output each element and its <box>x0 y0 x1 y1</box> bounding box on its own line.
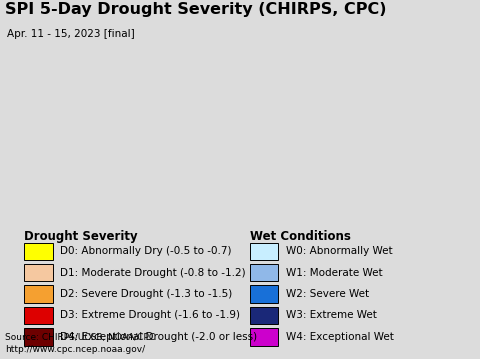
Text: Source: CHIRPS/UCSB, NOAA/CPC
http://www.cpc.ncep.noaa.gov/: Source: CHIRPS/UCSB, NOAA/CPC http://www… <box>5 334 155 354</box>
Text: W1: Moderate Wet: W1: Moderate Wet <box>286 267 382 278</box>
Text: D1: Moderate Drought (-0.8 to -1.2): D1: Moderate Drought (-0.8 to -1.2) <box>60 267 246 278</box>
Bar <box>24 243 53 260</box>
Bar <box>250 328 278 345</box>
Text: W3: Extreme Wet: W3: Extreme Wet <box>286 311 376 321</box>
Text: D2: Severe Drought (-1.3 to -1.5): D2: Severe Drought (-1.3 to -1.5) <box>60 289 232 299</box>
Bar <box>250 264 278 281</box>
Text: Wet Conditions: Wet Conditions <box>250 230 350 243</box>
Text: D3: Extreme Drought (-1.6 to -1.9): D3: Extreme Drought (-1.6 to -1.9) <box>60 311 240 321</box>
Text: W4: Exceptional Wet: W4: Exceptional Wet <box>286 332 394 342</box>
Bar <box>24 264 53 281</box>
Bar <box>250 285 278 303</box>
Text: W2: Severe Wet: W2: Severe Wet <box>286 289 369 299</box>
Bar <box>250 307 278 324</box>
Text: SPI 5-Day Drought Severity (CHIRPS, CPC): SPI 5-Day Drought Severity (CHIRPS, CPC) <box>5 2 386 17</box>
Bar <box>250 243 278 260</box>
Text: D0: Abnormally Dry (-0.5 to -0.7): D0: Abnormally Dry (-0.5 to -0.7) <box>60 246 231 256</box>
Bar <box>24 328 53 345</box>
Text: Apr. 11 - 15, 2023 [final]: Apr. 11 - 15, 2023 [final] <box>7 29 135 39</box>
Bar <box>24 285 53 303</box>
Text: W0: Abnormally Wet: W0: Abnormally Wet <box>286 246 392 256</box>
Text: D4: Exceptional Drought (-2.0 or less): D4: Exceptional Drought (-2.0 or less) <box>60 332 257 342</box>
Text: Drought Severity: Drought Severity <box>24 230 138 243</box>
Bar <box>24 307 53 324</box>
